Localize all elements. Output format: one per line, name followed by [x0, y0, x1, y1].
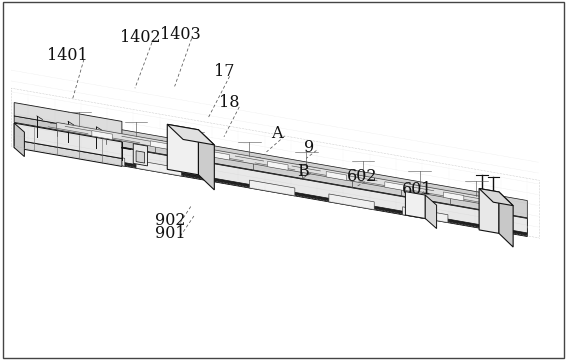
Polygon shape: [14, 103, 122, 135]
Polygon shape: [150, 141, 171, 150]
Text: 9: 9: [304, 139, 314, 156]
Polygon shape: [79, 150, 125, 166]
Polygon shape: [209, 151, 230, 160]
Polygon shape: [198, 130, 214, 190]
Polygon shape: [385, 182, 405, 191]
Polygon shape: [425, 195, 437, 229]
Polygon shape: [28, 135, 527, 226]
Polygon shape: [405, 192, 425, 219]
Polygon shape: [329, 194, 374, 210]
Polygon shape: [499, 192, 513, 247]
Polygon shape: [268, 161, 288, 170]
Text: 1403: 1403: [160, 26, 201, 43]
Polygon shape: [14, 140, 122, 166]
Polygon shape: [92, 131, 112, 140]
Text: 17: 17: [214, 63, 234, 81]
Text: 602: 602: [346, 168, 377, 185]
Polygon shape: [167, 124, 214, 145]
Polygon shape: [28, 146, 527, 237]
Polygon shape: [249, 180, 295, 196]
Text: 601: 601: [401, 180, 432, 198]
Text: 901: 901: [155, 225, 185, 243]
Text: 902: 902: [155, 212, 185, 229]
Polygon shape: [326, 171, 346, 180]
Text: 1402: 1402: [120, 29, 161, 46]
Polygon shape: [57, 122, 499, 207]
Polygon shape: [28, 141, 527, 233]
Polygon shape: [28, 131, 527, 222]
Polygon shape: [14, 123, 122, 158]
Polygon shape: [14, 123, 24, 157]
Polygon shape: [14, 116, 122, 141]
Polygon shape: [403, 207, 448, 222]
Polygon shape: [479, 189, 499, 233]
Text: 1401: 1401: [46, 47, 87, 64]
Text: B: B: [298, 162, 309, 180]
Polygon shape: [136, 160, 181, 176]
Polygon shape: [28, 131, 527, 233]
Polygon shape: [167, 124, 198, 175]
Polygon shape: [28, 113, 527, 218]
Text: 18: 18: [219, 94, 240, 111]
Polygon shape: [443, 192, 464, 201]
Polygon shape: [136, 151, 145, 163]
Text: A: A: [271, 125, 282, 142]
Polygon shape: [479, 189, 513, 206]
Polygon shape: [133, 144, 147, 166]
